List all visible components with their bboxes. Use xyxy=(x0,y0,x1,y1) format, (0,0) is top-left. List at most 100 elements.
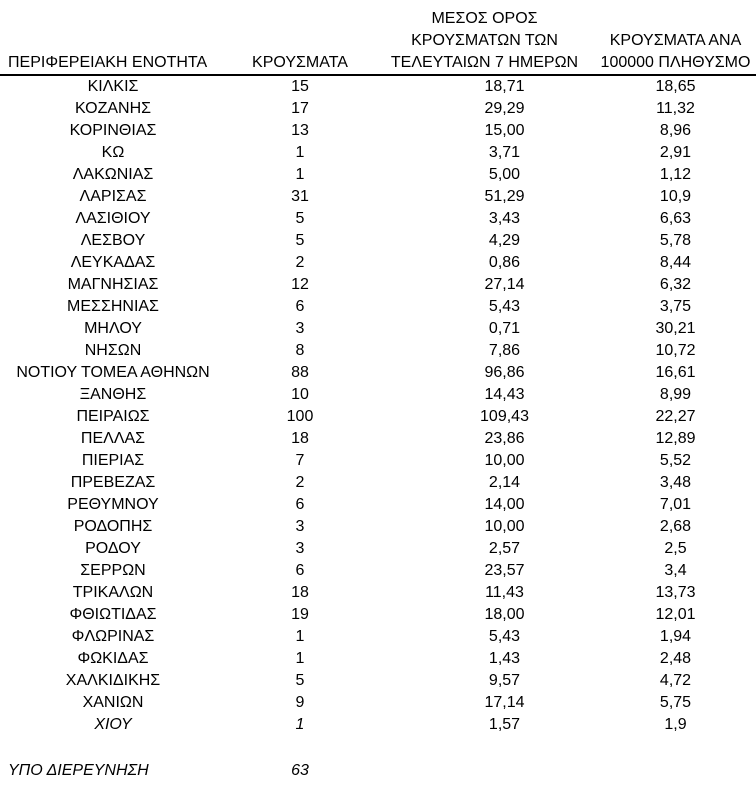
cases-cell: 5 xyxy=(295,210,305,227)
table-row: ΠΡΕΒΕΖΑΣ 2 2,14 3,48 xyxy=(0,472,756,494)
table-row: ΡΕΘΥΜΝΟΥ 6 14,00 7,01 xyxy=(0,494,756,516)
table-row: ΡΟΔΟΠΗΣ 3 10,00 2,68 xyxy=(0,516,756,538)
under-investigation-label: ΥΠΟ ΔΙΕΡΕΥΝΗΣΗ xyxy=(8,762,149,779)
avg7-cell: 14,00 xyxy=(484,496,525,513)
table-row: ΦΘΙΩΤΙΔΑΣ 19 18,00 12,01 xyxy=(0,604,756,626)
cases-cell: 6 xyxy=(295,496,305,513)
avg7-cell: 27,14 xyxy=(484,276,525,293)
column-header-region: ΠΕΡΙΦΕΡΕΙΑΚΗ ΕΝΟΤΗΤΑ xyxy=(0,52,226,74)
avg7-cell: 23,86 xyxy=(484,430,525,447)
per100k-cell: 10,72 xyxy=(655,342,696,359)
column-header-region-label: ΠΕΡΙΦΕΡΕΙΑΚΗ ΕΝΟΤΗΤΑ xyxy=(8,54,208,71)
per100k-cell: 5,75 xyxy=(659,694,692,711)
avg7-cell: 11,43 xyxy=(485,584,524,601)
per100k-cell: 11,32 xyxy=(656,100,695,117)
region-cell: ΤΡΙΚΑΛΩΝ xyxy=(72,584,154,601)
avg7-cell: 7,86 xyxy=(488,342,521,359)
region-cell: ΛΑΚΩΝΙΑΣ xyxy=(72,166,154,183)
region-cell: ΚΩ xyxy=(101,144,125,161)
avg7-cell: 3,43 xyxy=(488,210,521,227)
per100k-cell: 22,27 xyxy=(655,408,696,425)
per100k-cell: 2,68 xyxy=(659,518,692,535)
cases-cell: 1 xyxy=(295,628,305,645)
region-cell: ΦΘΙΩΤΙΔΑΣ xyxy=(69,606,157,623)
column-header-avg7-line3: ΤΕΛΕΥΤΑΙΩΝ 7 ΗΜΕΡΩΝ xyxy=(390,54,579,71)
cases-cell: 12 xyxy=(291,276,309,293)
cases-cell: 3 xyxy=(295,320,305,337)
cases-cell: 5 xyxy=(295,232,305,249)
column-header-cases: ΚΡΟΥΣΜΑΤΑ xyxy=(226,52,374,74)
region-cell: ΣΕΡΡΩΝ xyxy=(80,562,146,579)
avg7-cell: 0,71 xyxy=(488,320,521,337)
region-cell: ΜΕΣΣΗΝΙΑΣ xyxy=(67,298,159,315)
region-cell: ΝΟΤΙΟΥ ΤΟΜΕΑ ΑΘΗΝΩΝ xyxy=(16,364,210,381)
cases-cell: 100 xyxy=(286,408,314,425)
cases-cell: 18 xyxy=(291,584,309,601)
column-header-per100k: ΚΡΟΥΣΜΑΤΑ ΑΝΑ 100000 ΠΛΗΘΥΣΜΟ xyxy=(595,30,756,74)
table-row: ΚΟΖΑΝΗΣ 17 29,29 11,32 xyxy=(0,98,756,120)
table-row: ΡΟΔΟΥ 3 2,57 2,5 xyxy=(0,538,756,560)
regional-cases-table: ΠΕΡΙΦΕΡΕΙΑΚΗ ΕΝΟΤΗΤΑ ΚΡΟΥΣΜΑΤΑ ΜΕΣΟΣ ΟΡΟ… xyxy=(0,10,756,779)
cases-cell: 7 xyxy=(295,452,305,469)
table-row: ΦΩΚΙΔΑΣ 1 1,43 2,48 xyxy=(0,648,756,670)
avg7-cell: 14,43 xyxy=(484,386,525,403)
region-cell: ΡΟΔΟΠΗΣ xyxy=(73,518,153,535)
cases-cell: 6 xyxy=(295,562,305,579)
region-cell: ΞΑΝΘΗΣ xyxy=(79,386,147,403)
per100k-cell: 5,52 xyxy=(659,452,692,469)
per100k-cell: 3,4 xyxy=(664,562,687,579)
table-row: ΛΑΚΩΝΙΑΣ 1 5,00 1,12 xyxy=(0,164,756,186)
avg7-cell: 9,57 xyxy=(488,672,521,689)
table-row: ΠΕΛΛΑΣ 18 23,86 12,89 xyxy=(0,428,756,450)
table-row: ΚΟΡΙΝΘΙΑΣ 13 15,00 8,96 xyxy=(0,120,756,142)
column-header-avg7-line2: ΚΡΟΥΣΜΑΤΩΝ ΤΩΝ xyxy=(411,32,558,49)
region-cell: ΚΟΖΑΝΗΣ xyxy=(74,100,152,117)
region-cell: ΧΑΝΙΩΝ xyxy=(82,694,144,711)
cases-cell: 13 xyxy=(291,122,309,139)
table-row: ΛΕΥΚΑΔΑΣ 2 0,86 8,44 xyxy=(0,252,756,274)
region-cell: ΚΟΡΙΝΘΙΑΣ xyxy=(69,122,157,139)
region-cell: ΠΕΛΛΑΣ xyxy=(80,430,146,447)
avg7-cell: 15,00 xyxy=(484,122,525,139)
table-body: ΚΙΛΚΙΣ 15 18,71 18,65 ΚΟΖΑΝΗΣ 17 29,29 1… xyxy=(0,76,756,736)
table-row: ΦΛΩΡΙΝΑΣ 1 5,43 1,94 xyxy=(0,626,756,648)
table-row: ΚΩ 1 3,71 2,91 xyxy=(0,142,756,164)
per100k-cell: 12,89 xyxy=(655,430,696,447)
table-row: ΤΡΙΚΑΛΩΝ 18 11,43 13,73 xyxy=(0,582,756,604)
cases-cell: 5 xyxy=(295,672,305,689)
region-cell: ΜΑΓΝΗΣΙΑΣ xyxy=(67,276,159,293)
per100k-cell: 6,32 xyxy=(659,276,692,293)
cases-cell: 2 xyxy=(295,254,305,271)
cases-cell: 1 xyxy=(295,144,305,161)
table-row: ΜΑΓΝΗΣΙΑΣ 12 27,14 6,32 xyxy=(0,274,756,296)
region-cell: ΦΛΩΡΙΝΑΣ xyxy=(71,628,155,645)
per100k-cell: 3,75 xyxy=(659,298,692,315)
region-cell: ΡΟΔΟΥ xyxy=(85,540,141,557)
avg7-cell: 51,29 xyxy=(484,188,525,205)
avg7-cell: 18,00 xyxy=(484,606,525,623)
avg7-cell: 5,00 xyxy=(488,166,521,183)
cases-cell: 15 xyxy=(291,78,309,95)
cases-cell: 3 xyxy=(295,518,305,535)
per100k-cell: 8,96 xyxy=(659,122,692,139)
per100k-cell: 8,44 xyxy=(659,254,692,271)
region-cell: ΚΙΛΚΙΣ xyxy=(87,78,139,95)
per100k-cell: 7,01 xyxy=(659,496,692,513)
avg7-cell: 17,14 xyxy=(484,694,525,711)
per100k-cell: 16,61 xyxy=(655,364,696,381)
per100k-cell: 13,73 xyxy=(655,584,696,601)
per100k-cell: 2,91 xyxy=(659,144,692,161)
per100k-cell: 30,21 xyxy=(655,320,696,337)
avg7-cell: 5,43 xyxy=(488,628,521,645)
per100k-cell: 1,12 xyxy=(659,166,692,183)
avg7-cell: 4,29 xyxy=(488,232,521,249)
per100k-cell: 18,65 xyxy=(655,78,696,95)
per100k-cell: 4,72 xyxy=(659,672,692,689)
per100k-cell: 8,99 xyxy=(659,386,692,403)
per100k-cell: 5,78 xyxy=(659,232,692,249)
cases-cell: 9 xyxy=(295,694,305,711)
cases-cell: 2 xyxy=(295,474,305,491)
avg7-cell: 1,43 xyxy=(488,650,521,667)
region-cell: ΝΗΣΩΝ xyxy=(84,342,142,359)
